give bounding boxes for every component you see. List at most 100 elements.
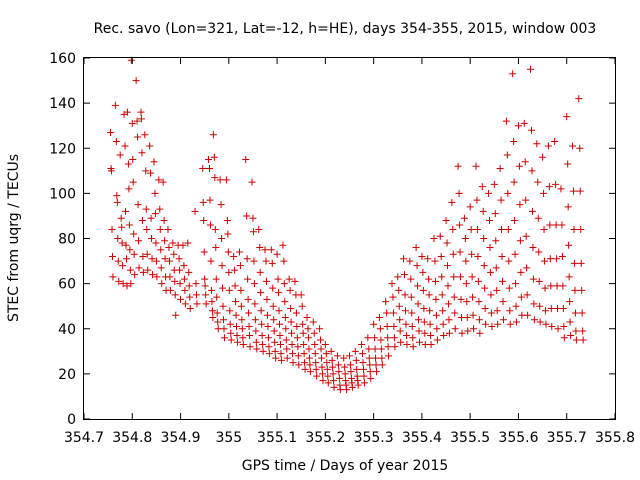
data-point (445, 329, 453, 337)
data-point (191, 207, 199, 215)
data-point (517, 293, 525, 301)
data-point (407, 275, 415, 283)
data-point (577, 259, 585, 267)
data-point (317, 336, 325, 344)
data-point (491, 210, 499, 218)
data-point (312, 365, 320, 373)
data-point (335, 368, 343, 376)
data-point (371, 334, 379, 342)
data-point (282, 336, 290, 344)
data-point (557, 185, 565, 193)
data-point (547, 304, 555, 312)
data-point (558, 253, 566, 261)
data-point (499, 277, 507, 285)
data-point (419, 286, 427, 294)
data-point (123, 282, 131, 290)
data-point (330, 377, 338, 385)
data-point (267, 246, 275, 254)
data-point (346, 361, 354, 369)
data-point (578, 309, 586, 317)
data-point (151, 189, 159, 197)
data-point (462, 280, 470, 288)
data-point (389, 293, 397, 301)
data-point (409, 343, 417, 351)
data-point (236, 262, 244, 270)
data-point (272, 354, 280, 362)
x-tick-label: 354.9 (160, 430, 200, 446)
data-point (223, 216, 231, 224)
data-point (384, 343, 392, 351)
data-point (433, 336, 441, 344)
data-point (294, 352, 302, 360)
data-point (149, 271, 157, 279)
data-point (485, 216, 493, 224)
data-point (219, 302, 227, 310)
data-point (358, 341, 366, 349)
data-point (130, 250, 138, 258)
data-point (179, 241, 187, 249)
data-point (226, 320, 234, 328)
data-point (456, 221, 464, 229)
data-point (529, 244, 537, 252)
data-point (542, 320, 550, 328)
data-point (575, 95, 583, 103)
data-point (292, 309, 300, 317)
data-point (528, 167, 536, 175)
data-point (165, 257, 173, 265)
data-point (138, 216, 146, 224)
data-point (239, 334, 247, 342)
data-point (155, 176, 163, 184)
data-point (250, 257, 258, 265)
data-point (451, 325, 459, 333)
data-point (232, 298, 240, 306)
data-point (119, 262, 127, 270)
data-point (233, 332, 241, 340)
data-point (482, 320, 490, 328)
data-point (450, 273, 458, 281)
data-point (316, 325, 324, 333)
data-point (566, 318, 574, 326)
data-point (533, 140, 541, 148)
data-point (282, 325, 290, 333)
data-point (227, 329, 235, 337)
data-point (244, 295, 252, 303)
data-point (159, 178, 167, 186)
data-point (153, 273, 161, 281)
data-point (151, 210, 159, 218)
data-point (514, 122, 522, 130)
data-point (341, 363, 349, 371)
data-point (563, 113, 571, 121)
data-point (287, 304, 295, 312)
data-point (464, 327, 472, 335)
data-point (306, 368, 314, 376)
x-axis-label: GPS time / Days of year 2015 (242, 458, 449, 474)
data-point (536, 318, 544, 326)
data-point (164, 225, 172, 233)
data-point (121, 142, 129, 150)
data-point (517, 268, 525, 276)
data-point (516, 237, 524, 245)
data-point (479, 207, 487, 215)
data-point (504, 225, 512, 233)
data-point (389, 309, 397, 317)
data-point (299, 320, 307, 328)
data-point (305, 354, 313, 362)
data-point (354, 381, 362, 389)
data-point (438, 291, 446, 299)
data-point (456, 248, 464, 256)
data-point (534, 178, 542, 186)
data-point (280, 280, 288, 288)
data-point (129, 178, 137, 186)
data-point (216, 176, 224, 184)
data-point (143, 225, 151, 233)
data-point (343, 386, 351, 394)
data-point (432, 311, 440, 319)
data-point (128, 119, 136, 127)
data-point (439, 307, 447, 315)
data-point (208, 307, 216, 315)
data-point (233, 322, 241, 330)
data-point (245, 322, 253, 330)
data-point (366, 368, 374, 376)
data-point (279, 241, 287, 249)
data-point (224, 230, 232, 238)
